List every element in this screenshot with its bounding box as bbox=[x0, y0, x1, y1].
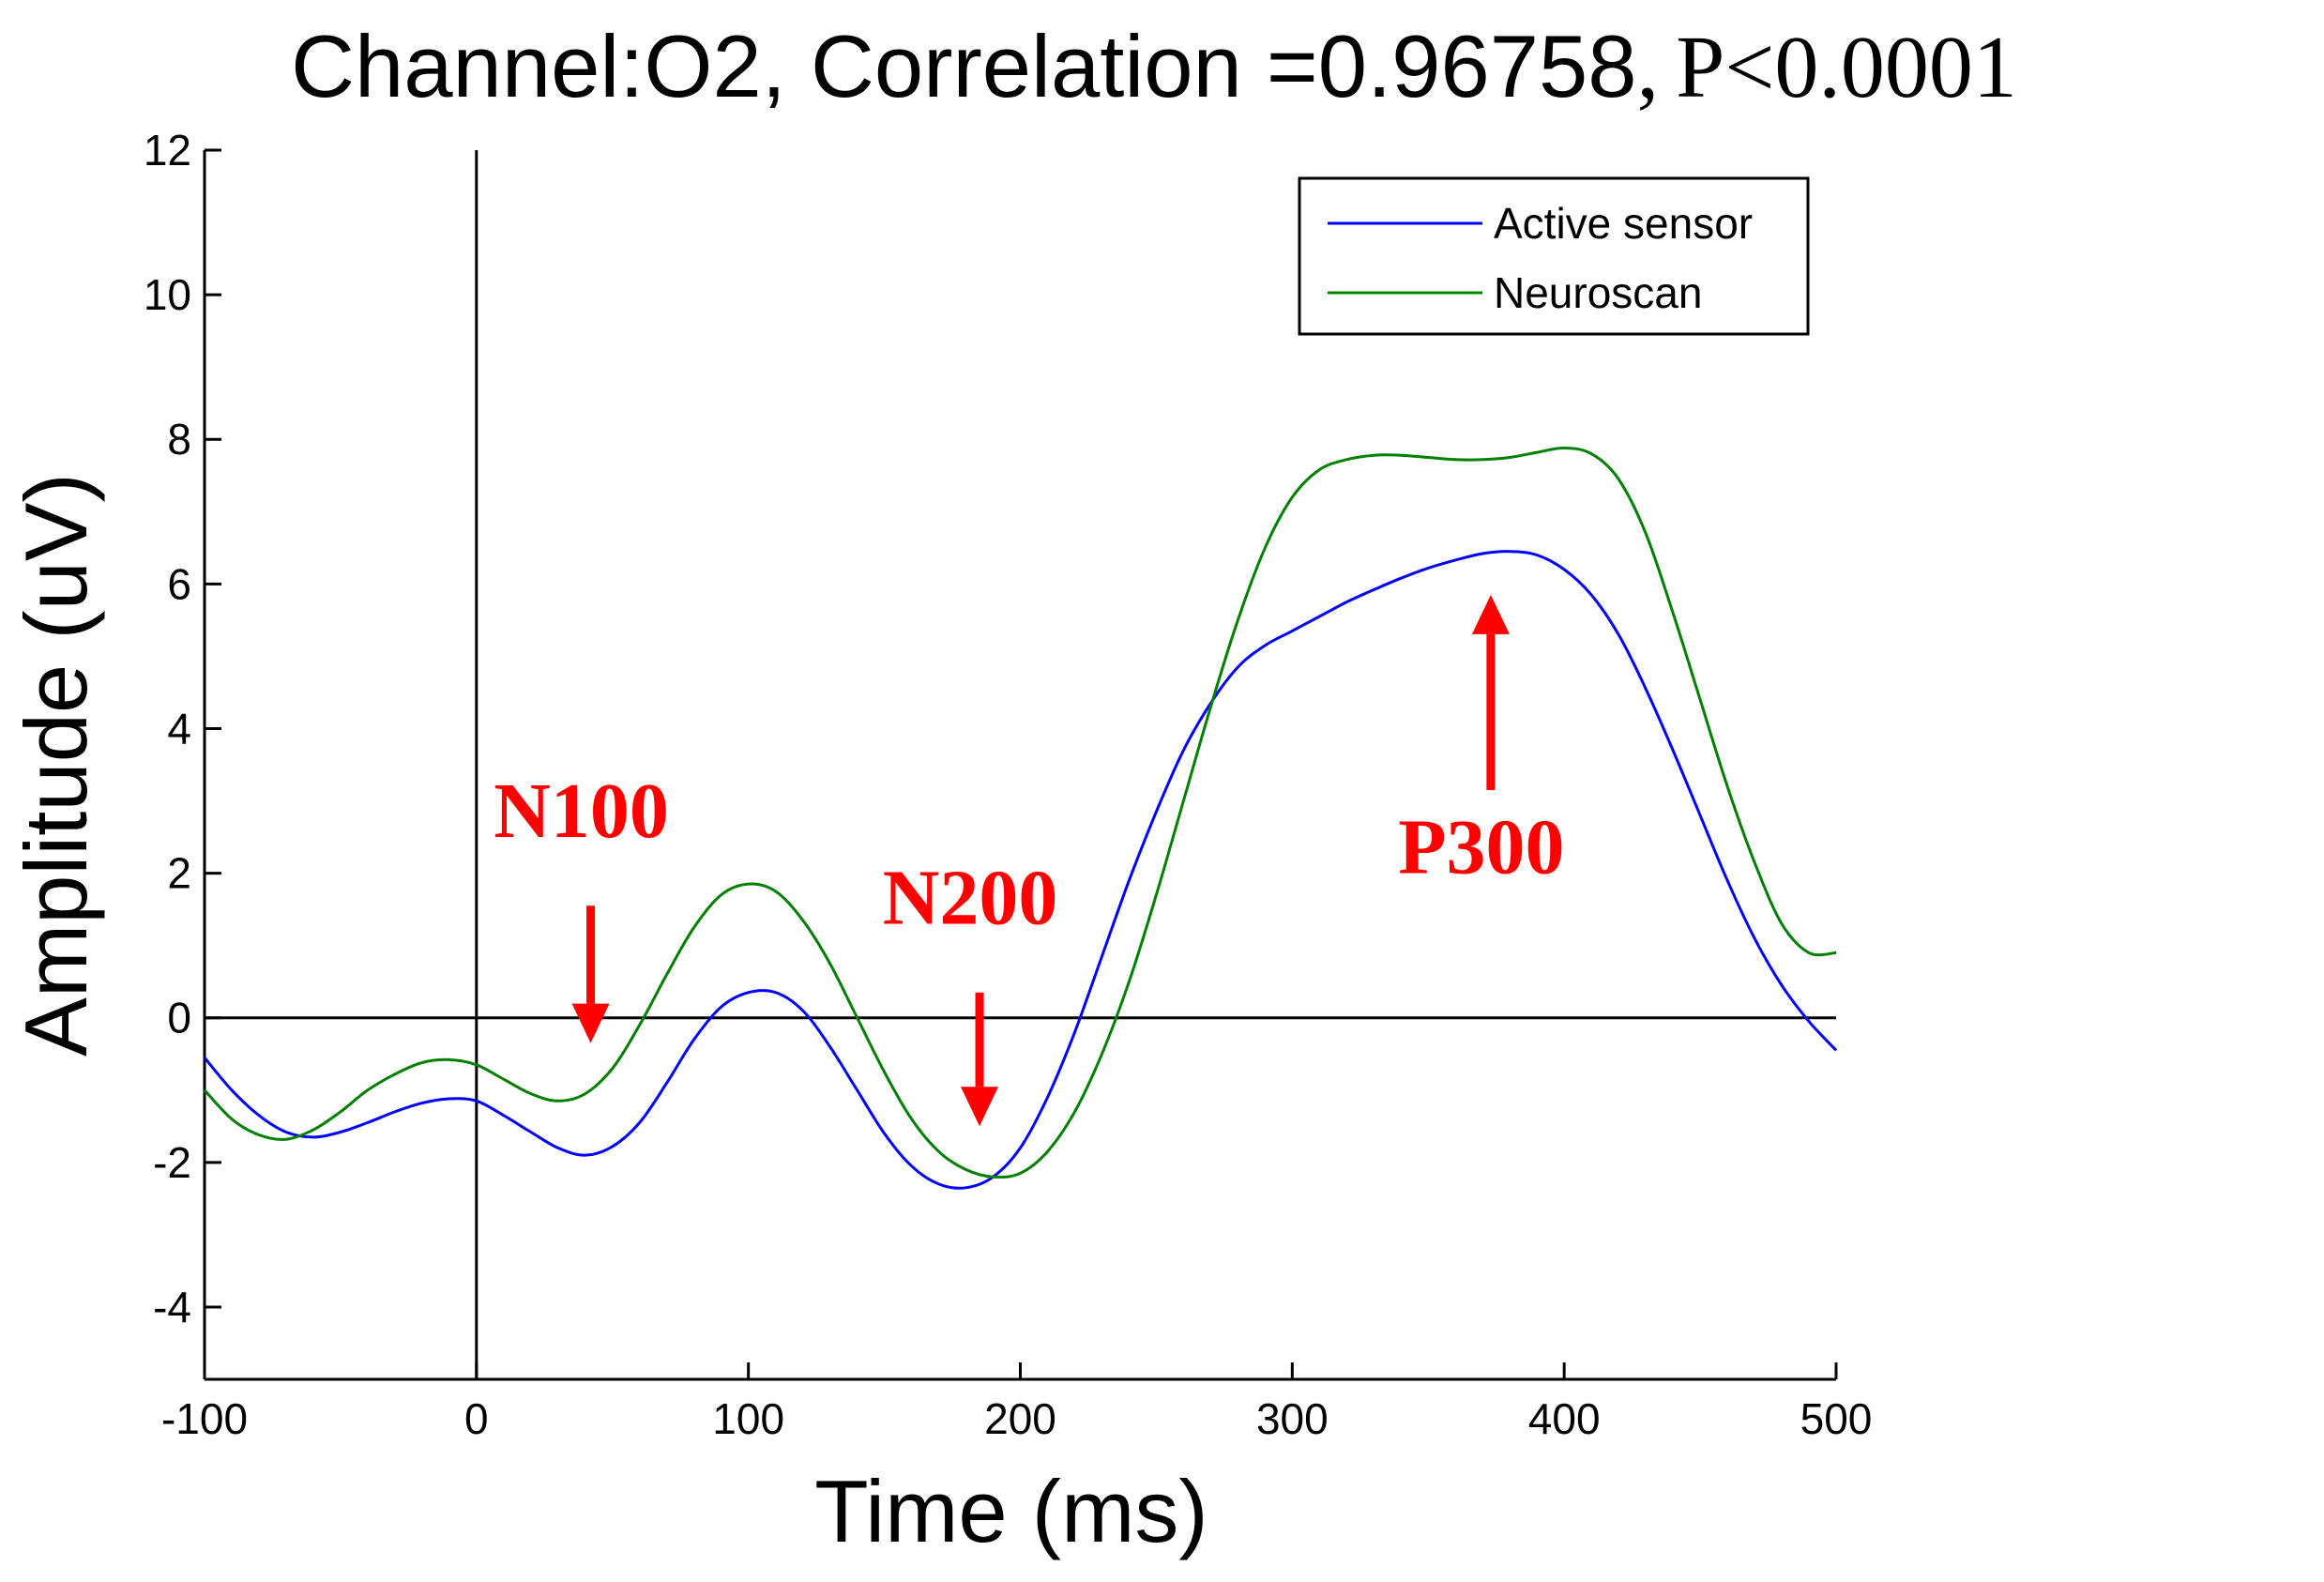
legend: Active sensor Neuroscan bbox=[1299, 178, 1808, 334]
erp-chart: Channel:O2, Correlation =0.96758, P<0.000… bbox=[0, 0, 2324, 1582]
x-tick-label: -100 bbox=[161, 1394, 248, 1443]
y-tick-label: 0 bbox=[167, 994, 191, 1042]
y-tick-label: 2 bbox=[167, 849, 191, 898]
annotation-label-n100: N100 bbox=[494, 768, 669, 855]
y-tick-label: -2 bbox=[153, 1138, 191, 1187]
legend-label-neuroscan: Neuroscan bbox=[1494, 268, 1702, 317]
title-main: Channel:O2, Correlation =0.96758 bbox=[291, 17, 1636, 115]
x-tick-label: 400 bbox=[1528, 1394, 1601, 1443]
y-axis-ticks: -4 -2 0 2 4 6 8 10 12 bbox=[144, 126, 221, 1331]
chart-title: Channel:O2, Correlation =0.96758, P<0.000… bbox=[291, 17, 2017, 116]
annotation-arrow-head-p300 bbox=[1472, 595, 1510, 634]
series-group bbox=[205, 448, 1836, 1188]
series-line-neuroscan bbox=[205, 448, 1836, 1177]
y-tick-label: 6 bbox=[167, 559, 191, 608]
y-tick-label: -4 bbox=[153, 1283, 191, 1331]
annotation-label-n200: N200 bbox=[883, 855, 1058, 942]
y-tick-label: 8 bbox=[167, 415, 191, 464]
x-tick-label: 100 bbox=[712, 1394, 784, 1443]
annotations-group: N100 N200 P300 bbox=[494, 595, 1564, 1126]
legend-label-active-sensor: Active sensor bbox=[1494, 199, 1753, 248]
x-tick-label: 300 bbox=[1256, 1394, 1329, 1443]
y-axis-label: Amplitude (uV) bbox=[7, 473, 105, 1057]
annotation-arrow-head-n200 bbox=[961, 1087, 998, 1126]
x-tick-label: 0 bbox=[464, 1394, 489, 1443]
y-tick-label: 10 bbox=[144, 270, 191, 319]
y-tick-label: 12 bbox=[144, 126, 191, 175]
annotation-arrow-head-n100 bbox=[572, 1004, 610, 1043]
x-axis-ticks: -100 0 100 200 300 400 500 bbox=[161, 1362, 1872, 1443]
annotation-label-p300: P300 bbox=[1398, 804, 1564, 891]
title-p-value: P<0.0001 bbox=[1676, 19, 2017, 116]
y-tick-label: 4 bbox=[167, 704, 191, 753]
x-tick-label: 500 bbox=[1800, 1394, 1873, 1443]
title-separator: , bbox=[1637, 19, 1660, 116]
x-tick-label: 200 bbox=[984, 1394, 1056, 1443]
x-axis-label: Time (ms) bbox=[814, 1462, 1208, 1560]
